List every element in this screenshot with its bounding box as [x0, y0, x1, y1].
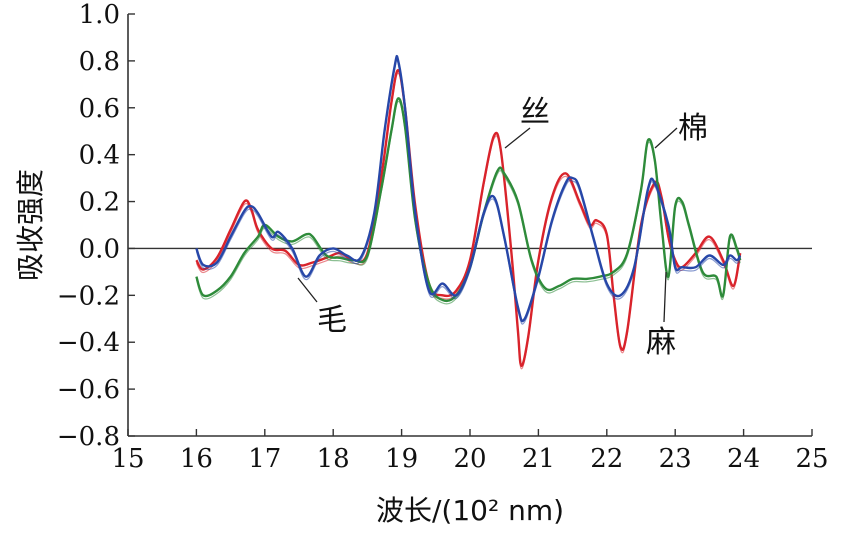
- y-tick-label: 0.0: [79, 234, 120, 264]
- annotation-label-丝: 丝: [520, 95, 550, 130]
- y-tick-label: 0.4: [79, 141, 120, 171]
- series-lines: [195, 55, 742, 370]
- annotations: 丝 棉毛麻: [297, 95, 708, 360]
- y-tick-label: −0.6: [57, 375, 120, 405]
- x-tick-label: 17: [248, 444, 281, 474]
- y-tick-label: −0.8: [57, 422, 120, 452]
- y-tick-label: −0.4: [57, 328, 120, 358]
- annotation-leader-麻: [663, 271, 667, 323]
- annotation-label-棉: 棉: [678, 111, 708, 146]
- annotation-leader-棉: [654, 127, 678, 149]
- axes: 15 16 17 18 19 20 21 22 23 24 25 1.0 0.8 0.6 0.4 0.2 0.0…: [57, 0, 829, 474]
- x-axis-title: 波长/(10² nm): [376, 494, 564, 527]
- x-tick-label: 21: [522, 444, 555, 474]
- y-tick-label: 0.2: [79, 188, 120, 218]
- annotation-leader-丝: [504, 127, 531, 149]
- x-tick-label: 18: [317, 444, 350, 474]
- annotation-label-毛: 毛: [317, 303, 347, 338]
- y-tick-label: 0.6: [79, 94, 120, 124]
- annotation-label-麻: 麻: [646, 325, 676, 360]
- annotation-leader-毛: [297, 277, 318, 303]
- x-tick-label: 16: [180, 444, 213, 474]
- x-tick-label: 20: [453, 444, 486, 474]
- x-tick-label: 15: [111, 444, 144, 474]
- y-tick-label: 1.0: [79, 0, 120, 30]
- series-line-棉: [195, 97, 742, 303]
- y-tick-label: 0.8: [79, 47, 120, 77]
- x-tick-label: 19: [385, 444, 418, 474]
- x-tick-label: 24: [727, 444, 760, 474]
- series-line-丝: [195, 69, 742, 367]
- x-tick-label: 25: [795, 444, 828, 474]
- x-tick-label: 23: [659, 444, 692, 474]
- series-line-毛: [195, 55, 742, 323]
- x-tick-label: 22: [590, 444, 623, 474]
- y-axis-title: 吸收强度: [14, 169, 47, 281]
- y-tick-label: −0.2: [57, 281, 120, 311]
